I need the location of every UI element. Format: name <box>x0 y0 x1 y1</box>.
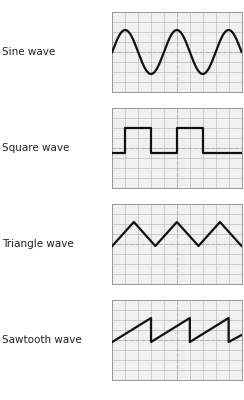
Text: Square wave: Square wave <box>2 143 70 153</box>
Text: Triangle wave: Triangle wave <box>2 239 74 249</box>
Text: Sawtooth wave: Sawtooth wave <box>2 335 82 345</box>
Text: Sine wave: Sine wave <box>2 47 56 57</box>
